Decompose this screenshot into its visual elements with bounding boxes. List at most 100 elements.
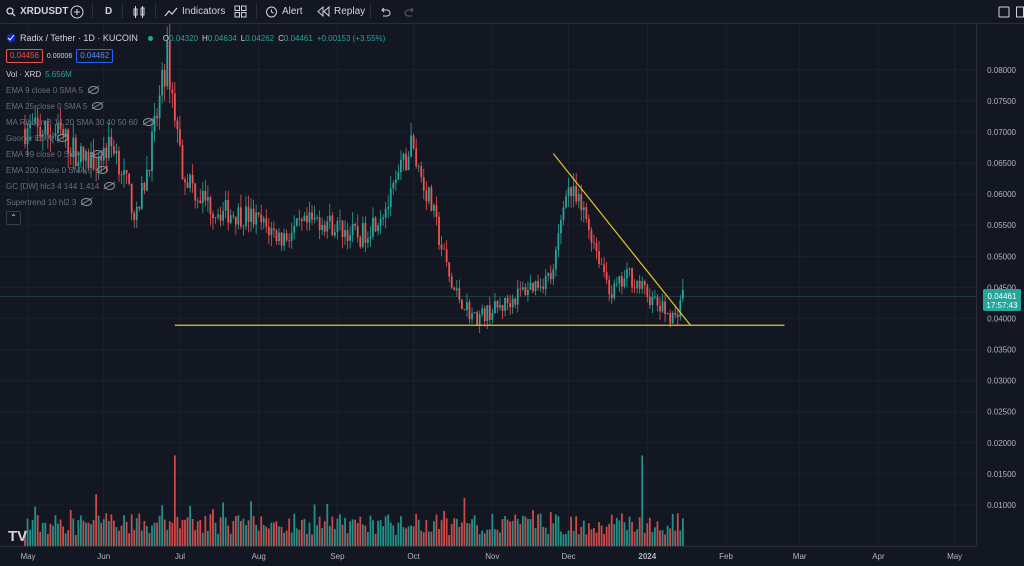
indicator-ema200[interactable]: EMA 200 close 0 SMA 5 [6,162,385,178]
volume-bar [598,522,600,546]
redo-button[interactable] [404,0,416,23]
candle-body [163,69,166,87]
indicator-gooner-ema[interactable]: Gooner EMA [6,130,385,146]
volume-bar [453,518,456,546]
indicator-ema99[interactable]: EMA 99 close 0 SMA 5 [6,146,385,162]
side-panel-toggle[interactable] [1016,0,1024,23]
candle-body [359,237,362,247]
volume-bar [610,514,613,546]
volume-bar [110,514,113,546]
indicator-ma-ribbon[interactable]: MA Ribbon 8 14 20 SMA 30 40 50 60 [6,114,385,130]
candle-body [473,312,476,314]
candle-body [179,129,181,146]
price-axis[interactable]: 0.08000 0.07500 0.07000 0.06500 0.06000 0.055… [987,66,1016,510]
candle-body [455,288,458,291]
fullscreen-button[interactable] [998,0,1010,23]
volume-bar [572,530,575,546]
symbol-title: Radix / Tether · 1D · KUCOIN [20,33,138,43]
candle-body [194,183,197,201]
volume-bar [514,514,517,546]
eye-hidden-icon[interactable] [81,198,93,206]
volume-bar [552,523,555,546]
symbol-search[interactable]: XRDUSDT [6,0,68,23]
collapse-legend-button[interactable]: ⌃ [6,210,385,226]
candle-body [262,218,265,223]
indicator-ema9[interactable]: EMA 9 close 0 SMA 5 [6,82,385,98]
time-tick-label: May [20,552,35,561]
candle-body [372,217,374,237]
volume-bar [209,514,212,546]
indicator-volume[interactable]: Vol · XRD 5.656M [6,66,385,82]
candle-body [420,166,423,178]
indicators-button[interactable]: Indicators [164,0,225,23]
candle-body [384,208,387,218]
candle-body [143,182,146,191]
indicator-gc[interactable]: GC [DW] hlc3 4 144 1.414 [6,178,385,194]
replay-button[interactable]: Replay [317,0,365,23]
candle-body [361,222,364,247]
volume-bar [87,522,90,546]
candle-body [303,215,306,222]
candle-body [496,301,499,308]
candle-body [82,146,85,161]
volume-bars [24,455,684,546]
volume-bar [333,529,336,546]
candle-body [572,186,575,197]
price-chart[interactable]: 0.08000 0.07500 0.07000 0.06500 0.06000 0.055… [0,24,1024,566]
candle-body [209,197,212,214]
candle-body [681,289,684,299]
volume-bar [245,525,247,546]
undo-button[interactable] [379,0,391,23]
volume-bar [130,514,133,546]
eye-hidden-icon[interactable] [104,182,116,190]
volume-bar [445,518,448,546]
chart-type-button[interactable] [132,0,146,23]
volume-bar [405,528,407,546]
candle-body [499,305,501,308]
sell-price-button[interactable]: 0.04456 [6,49,43,63]
volume-bar [229,533,232,546]
candle-body [206,197,209,201]
candle-body [557,233,560,250]
candle-body [341,220,344,237]
layout-templates-button[interactable] [234,0,247,23]
volume-bar [585,534,588,546]
candle-body [204,190,207,201]
candle-body [532,282,534,292]
eye-hidden-icon[interactable] [57,134,69,142]
compare-add-button[interactable] [70,0,84,23]
volume-bar [295,528,298,546]
buy-price-button[interactable]: 0.04462 [76,49,114,63]
candle-body [397,172,400,180]
eye-hidden-icon[interactable] [87,86,99,94]
volume-bar [532,510,534,546]
volume-bar [438,529,440,546]
alert-button[interactable]: Alert [265,0,303,23]
eye-hidden-icon[interactable] [96,166,108,174]
candle-body [232,215,235,217]
candle-body [656,296,659,306]
eye-hidden-icon[interactable] [92,150,104,158]
candle-body [575,186,578,202]
interval-button[interactable]: D [105,6,113,17]
indicator-ema25[interactable]: EMA 25 close 0 SMA 5 [6,98,385,114]
candle-body [250,208,252,222]
candle-body [87,151,90,168]
candle-body [608,279,611,294]
volume-bar [95,494,98,546]
indicator-label: Vol · XRD [6,69,42,79]
time-axis[interactable]: May Jun Jul Aug Sep Oct Nov Dec 2024 Feb Mar Apr May [20,552,962,561]
indicator-supertrend[interactable]: Supertrend 10 hl2 3 [6,194,385,210]
volume-bar [69,509,72,546]
eye-hidden-icon[interactable] [142,118,154,126]
candle-body [201,190,204,204]
volume-bar [168,521,171,546]
volume-bar [511,520,514,546]
eye-hidden-icon[interactable] [92,102,104,110]
time-tick-label: Oct [407,552,420,561]
volume-bar [115,527,118,546]
candle-body [219,214,222,221]
candle-body [549,272,552,280]
candle-body [176,120,179,130]
candle-body [466,302,468,311]
